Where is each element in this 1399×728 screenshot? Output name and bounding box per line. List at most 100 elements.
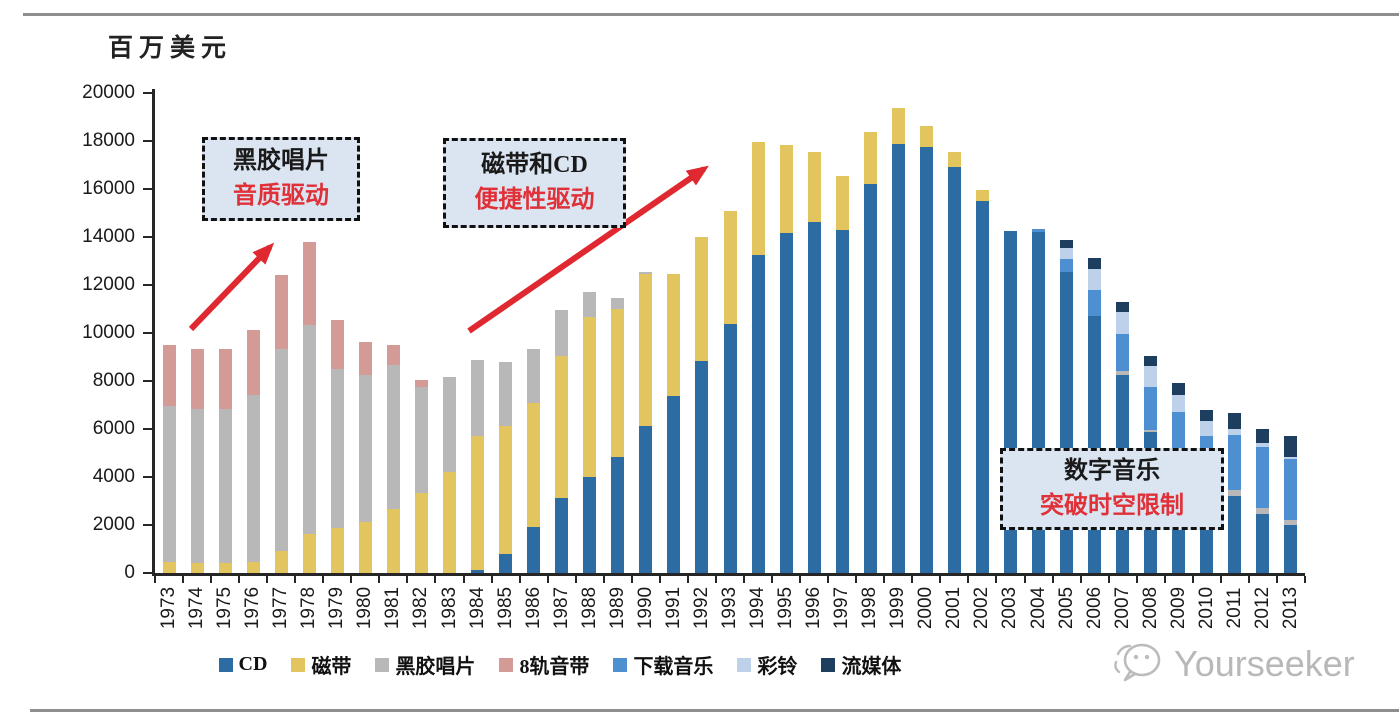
bar-1995-segment [779,232,793,573]
x-axis-year-label: 2001 [943,586,965,630]
y-axis-tick [143,284,152,286]
x-axis-tick [210,576,213,583]
legend-label: 8轨音带 [519,656,590,678]
bar-1985-segment [499,362,513,427]
x-axis-tick [630,576,633,583]
x-axis-tick [967,576,970,583]
bar-2007-segment [1116,312,1130,335]
y-axis-tick [143,572,152,574]
x-axis-tick [1163,576,1166,583]
bar-2005-segment [1060,239,1074,248]
bar-2001-segment [947,167,961,573]
bar-1981-segment [386,345,400,365]
x-axis-tick [1191,576,1194,583]
legend-item: CD [218,653,268,676]
bar-2013-segment [1284,457,1298,460]
bar-1986-segment [527,403,541,528]
x-axis-year-label: 2003 [999,586,1021,630]
y-axis-tick-label: 12000 [82,274,135,295]
x-axis-tick [743,576,746,583]
bar-1993-segment [723,210,737,324]
x-axis-year-label: 2004 [1027,586,1049,630]
y-axis-tick-label: 14000 [82,226,135,247]
x-axis-tick [406,576,409,583]
y-axis-tick-label: 6000 [92,418,135,439]
legend-swatch [291,657,306,672]
bar-1974-segment [190,348,204,410]
bar-2012-segment [1256,446,1270,509]
y-axis-tick-label: 8000 [92,370,135,391]
bar-1984-segment [471,569,485,573]
arrow-vinyl-era [188,242,275,332]
bar-2009-segment [1172,382,1186,395]
legend-label: CD [238,653,268,675]
y-axis-tick [143,332,152,334]
legend-label: 磁带 [311,656,352,678]
watermark: Yourseeker [1112,640,1355,688]
bar-2007-segment [1116,302,1130,313]
y-axis-tick-label: 10000 [82,322,135,343]
x-axis-tick [771,576,774,583]
bar-2012-segment [1256,508,1270,514]
legend-label: 黑胶唱片 [395,656,476,678]
x-axis-year-label: 1991 [662,586,684,630]
bar-2011-segment [1228,435,1242,491]
x-axis-tick [883,576,886,583]
bar-1999-segment [891,144,905,573]
bar-1986-segment [527,527,541,573]
bar-1994-segment [751,142,765,256]
x-axis-tick [1079,576,1082,583]
legend-item: 下载音乐 [613,650,713,679]
bar-2007-segment [1116,371,1130,376]
bar-1973-segment [162,345,176,407]
bar-1996-segment [807,222,821,573]
legend-swatch [613,657,628,672]
x-axis-tick [462,576,465,583]
bar-1991-segment [667,273,681,397]
bar-1978-segment [302,242,316,325]
bar-1997-segment [835,230,849,573]
x-axis-year-label: 1990 [634,586,656,630]
y-axis-tick-label: 18000 [82,130,135,151]
bar-2006-segment [1088,289,1102,317]
bar-2008-segment [1144,430,1158,433]
bar-1982-segment [414,380,428,387]
x-axis-year-label: 1978 [298,586,320,630]
bar-1997-segment [835,175,849,231]
bar-1985-segment [499,553,513,573]
x-axis-tick [322,576,325,583]
legend-label: 彩铃 [757,656,798,678]
x-axis-year-label: 1998 [859,586,881,630]
annotation-vinyl-subtitle: 音质驱动 [233,183,329,209]
bar-1982-segment [414,493,428,573]
x-axis-tick [1107,576,1110,583]
annotation-digital-title: 数字音乐 [1064,458,1160,485]
bar-2008-segment [1144,355,1158,366]
x-axis-year-label: 2011 [1223,587,1245,629]
bar-2000-segment [919,126,933,147]
x-axis-tick [1275,576,1278,583]
x-axis-year-label: 1976 [242,586,264,630]
bar-2012-segment [1256,429,1270,443]
x-axis-year-label: 1994 [747,586,769,630]
y-axis-unit-label: 百万美元 [108,35,233,62]
bar-1979-segment [330,528,344,573]
bar-2002-segment [975,190,989,201]
x-axis-year-label: 2008 [1139,586,1161,630]
x-axis-year-label: 1987 [550,586,572,630]
bar-1979-segment [330,369,344,529]
y-axis-tick-label: 4000 [92,466,135,487]
annotation-cassette-cd-subtitle: 便捷性驱动 [474,187,595,213]
x-axis-tick [154,576,156,583]
bar-2013-segment [1284,459,1298,520]
x-axis-year-label: 1982 [410,586,432,630]
y-axis-tick [143,380,152,382]
bar-2009-segment [1172,412,1186,458]
y-axis-tick [143,236,152,238]
bar-1981-segment [386,509,400,573]
bar-1976-segment [246,394,260,562]
bar-2012-segment [1256,513,1270,573]
bar-1987-segment [555,498,569,573]
x-axis-tick [294,576,297,583]
x-axis-tick [434,576,437,583]
